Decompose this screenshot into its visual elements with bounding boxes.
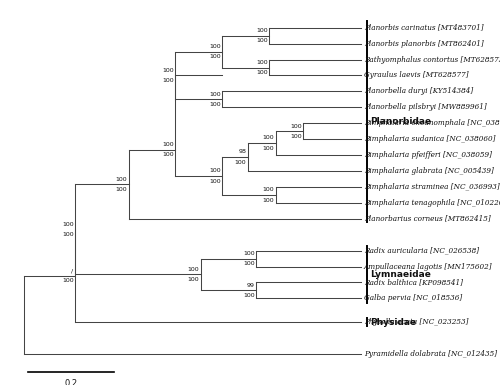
- Text: 100: 100: [188, 277, 200, 282]
- Text: 100: 100: [209, 168, 220, 173]
- Text: Bimphalaria glabrata [NC_005439]: Bimphalaria glabrata [NC_005439]: [364, 167, 494, 175]
- Text: 98: 98: [238, 149, 246, 154]
- Text: Radix auricularia [NC_026538]: Radix auricularia [NC_026538]: [364, 247, 479, 254]
- Text: Galba pervia [NC_018536]: Galba pervia [NC_018536]: [364, 295, 462, 302]
- Text: Planorbidae: Planorbidae: [370, 117, 432, 126]
- Text: 100: 100: [262, 198, 274, 203]
- Text: Ampullaceana lagotis [MN175602]: Ampullaceana lagotis [MN175602]: [364, 263, 492, 271]
- Text: Bimphalaria pfeifferi [NC_038059]: Bimphalaria pfeifferi [NC_038059]: [364, 151, 492, 159]
- Text: Planorbella pilsbryi [MW889961]: Planorbella pilsbryi [MW889961]: [364, 103, 486, 111]
- Text: /: /: [72, 268, 74, 273]
- Text: 100: 100: [162, 142, 173, 147]
- Text: 100: 100: [209, 92, 220, 97]
- Text: 100: 100: [162, 68, 173, 73]
- Text: 100: 100: [256, 70, 268, 75]
- Text: 100: 100: [115, 187, 127, 192]
- Text: Physella acuta [NC_023253]: Physella acuta [NC_023253]: [364, 318, 469, 326]
- Text: Bimphalaria straminea [NC_036993]: Bimphalaria straminea [NC_036993]: [364, 183, 500, 191]
- Text: Lymnaeidae: Lymnaeidae: [370, 270, 432, 279]
- Text: Bimphalaria sudanica [NC_038060]: Bimphalaria sudanica [NC_038060]: [364, 135, 496, 143]
- Text: Planorbella duryi [KY514384]: Planorbella duryi [KY514384]: [364, 87, 473, 95]
- Text: 100: 100: [262, 146, 274, 151]
- Text: 100: 100: [188, 267, 200, 272]
- Text: 100: 100: [162, 152, 173, 157]
- Text: 100: 100: [209, 44, 220, 49]
- Text: 100: 100: [256, 38, 268, 44]
- Text: 100: 100: [162, 78, 173, 83]
- Text: Physidae: Physidae: [370, 318, 416, 327]
- Text: Bathyomphalus contortus [MT628573]: Bathyomphalus contortus [MT628573]: [364, 55, 500, 64]
- Text: Planorbarius corneus [MT862415]: Planorbarius corneus [MT862415]: [364, 215, 490, 223]
- Text: 100: 100: [209, 179, 220, 184]
- Text: 100: 100: [115, 176, 127, 181]
- Text: 0.2: 0.2: [64, 379, 78, 385]
- Text: 100: 100: [209, 102, 220, 107]
- Text: 100: 100: [62, 232, 74, 237]
- Text: Pyramidella dolabrata [NC_012435]: Pyramidella dolabrata [NC_012435]: [364, 350, 497, 358]
- Text: Bimphalaria choanomphala [NC_038061]: Bimphalaria choanomphala [NC_038061]: [364, 119, 500, 127]
- Text: 100: 100: [243, 261, 254, 266]
- Text: 99: 99: [246, 283, 254, 288]
- Text: 100: 100: [243, 251, 254, 256]
- Text: Bimphalaria tenagophila [NC_010220]: Bimphalaria tenagophila [NC_010220]: [364, 199, 500, 207]
- Text: 100: 100: [290, 134, 302, 139]
- Text: 100: 100: [256, 60, 268, 65]
- Text: 100: 100: [62, 222, 74, 226]
- Text: 100: 100: [62, 278, 74, 283]
- Text: 100: 100: [243, 293, 254, 298]
- Text: Radix balthica [KP098541]: Radix balthica [KP098541]: [364, 278, 463, 286]
- Text: Gyraulus laevis [MT628577]: Gyraulus laevis [MT628577]: [364, 72, 469, 79]
- Text: 100: 100: [262, 136, 274, 141]
- Text: Planorbis carinatus [MT483701]: Planorbis carinatus [MT483701]: [364, 24, 484, 32]
- Text: Planorbis planorbis [MT862401]: Planorbis planorbis [MT862401]: [364, 40, 484, 48]
- Text: 100: 100: [209, 54, 220, 59]
- Text: 100: 100: [234, 160, 246, 165]
- Text: 100: 100: [262, 187, 274, 192]
- Text: 100: 100: [290, 124, 302, 129]
- Text: 100: 100: [256, 28, 268, 33]
